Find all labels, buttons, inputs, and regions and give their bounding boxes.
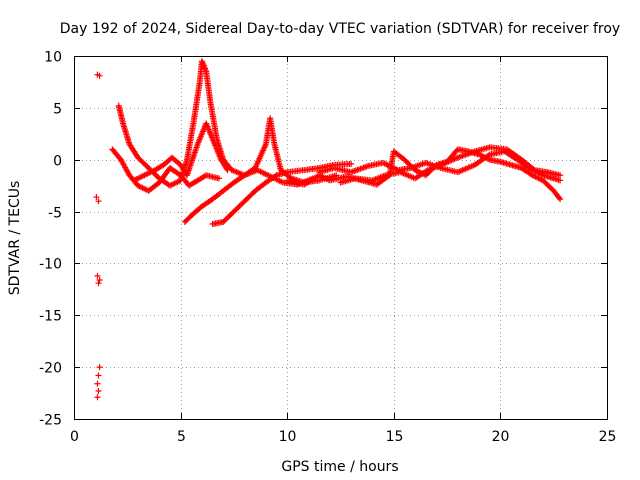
data-point [485,152,492,159]
y-axis-label: SDTVAR / TECUs [7,181,23,296]
x-axis-label: GPS time / hours [281,459,398,475]
data-point [94,394,101,401]
y-tick-label: -5 [48,206,62,222]
data-point [94,272,101,279]
x-tick-labels: 0 5 10 15 20 25 [70,429,616,445]
data-point [530,166,537,173]
data-point [272,173,279,180]
data-point [96,364,103,371]
series-arc-e [130,120,231,184]
data-point [94,380,101,387]
grid [74,56,607,419]
y-tick-label: 0 [53,154,62,170]
data-point [95,280,102,287]
data-point [95,372,102,379]
y-tick-label: 10 [44,50,62,66]
data-point [96,277,103,284]
series-arc-h [337,144,564,186]
y-tick-label: 5 [53,102,62,118]
axis-ticks [74,56,608,420]
x-tick-label: 15 [386,429,404,445]
x-tick-label: 25 [599,429,617,445]
x-tick-label: 5 [177,429,186,445]
data-point [95,198,102,205]
series-early-isolated [93,71,103,401]
data-point [93,194,100,201]
data-point [215,175,222,182]
data-point [557,177,564,184]
data-points [93,58,564,401]
series-arc-a [115,58,316,189]
x-tick-label: 20 [492,429,510,445]
y-tick-labels: 10 5 0 -5 -10 -15 -20 -25 [39,50,62,429]
data-point [557,196,564,203]
series-arc-b [109,146,222,194]
data-point [557,172,564,179]
data-point [556,194,563,201]
y-tick-label: -15 [39,309,62,325]
y-tick-label: -25 [39,413,62,429]
x-tick-label: 10 [279,429,297,445]
y-tick-label: -20 [39,361,62,377]
y-tick-label: -10 [39,257,62,273]
x-tick-label: 0 [70,429,79,445]
chart-title: Day 192 of 2024, Sidereal Day-to-day VTE… [60,21,620,37]
data-point [96,72,103,79]
plot-frame [74,56,608,420]
data-point [224,167,231,174]
data-point [95,387,102,394]
data-point [348,160,355,167]
